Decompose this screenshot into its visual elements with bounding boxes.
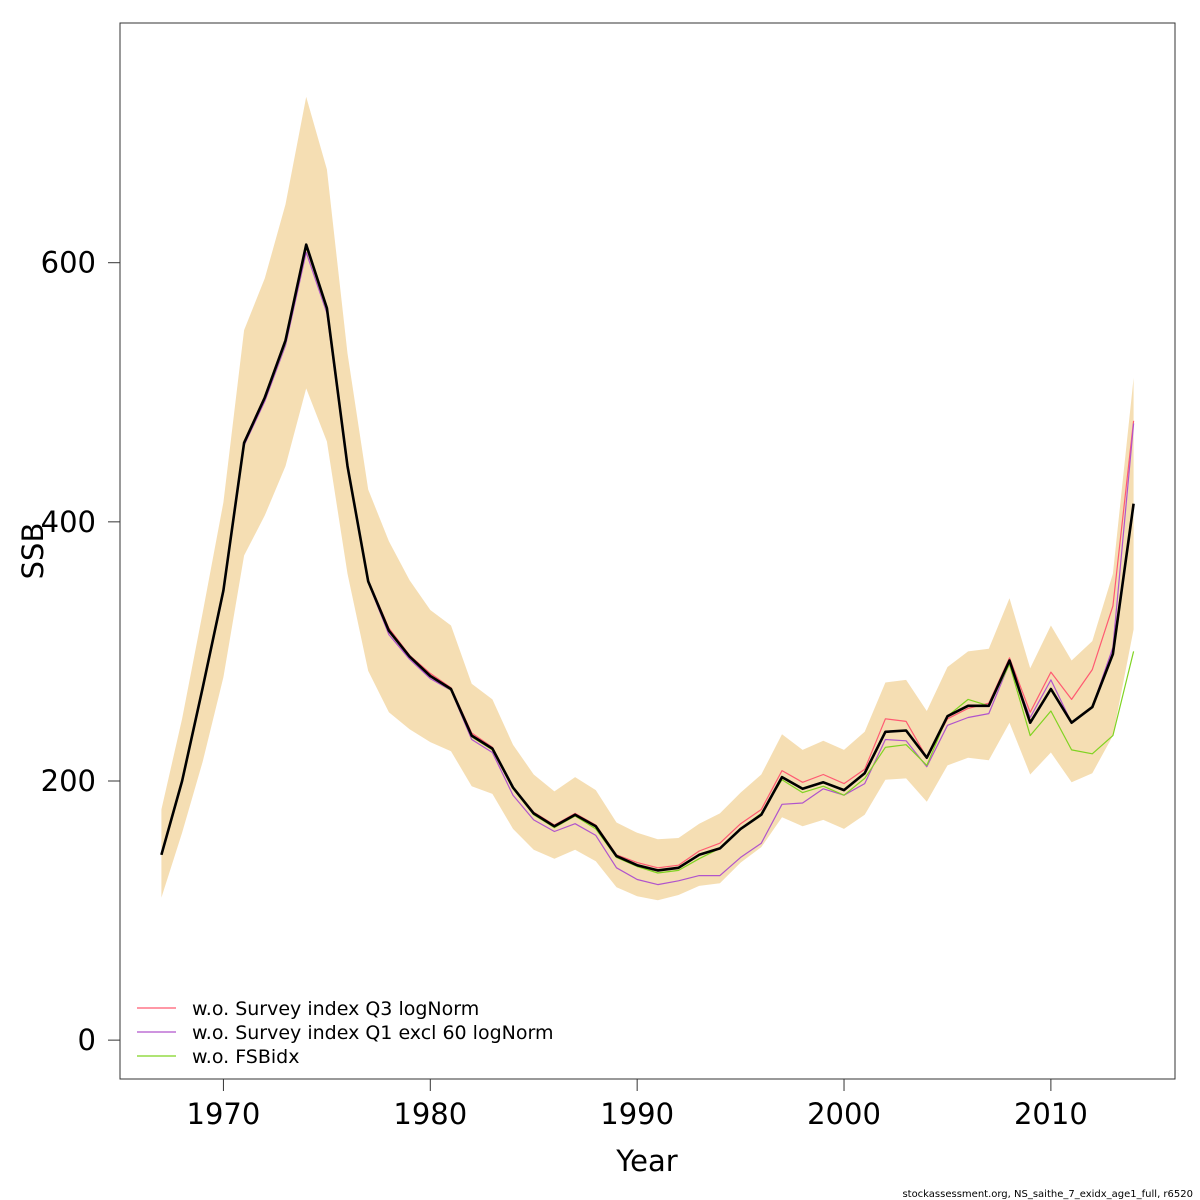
x-tick-label: 1980 xyxy=(393,1097,467,1131)
confidence-band xyxy=(161,96,1134,901)
series-lines xyxy=(160,243,1135,886)
legend-label: w.o. Survey index Q1 excl 60 logNorm xyxy=(192,1022,553,1044)
y-tick-label: 600 xyxy=(41,246,96,280)
series-line-w-o-survey-index-q1-excl-60-lognorm xyxy=(160,251,1135,886)
footer-source-text: stockassessment.org, NS_saithe_7_exidx_a… xyxy=(902,1189,1193,1200)
legend-item: w.o. Survey index Q1 excl 60 logNorm xyxy=(137,1022,553,1044)
x-tick-label: 2000 xyxy=(807,1097,881,1131)
legend-item: w.o. Survey index Q3 logNorm xyxy=(137,998,479,1020)
y-axis: 0 200 400 600 xyxy=(41,246,121,1057)
y-axis-title: SSB xyxy=(16,523,50,580)
x-tick-label: 2010 xyxy=(1014,1097,1088,1131)
series-line-base-run xyxy=(160,243,1135,872)
y-tick-label: 0 xyxy=(78,1023,96,1057)
legend-label: w.o. Survey index Q3 logNorm xyxy=(192,998,479,1020)
y-tick-label: 200 xyxy=(41,764,96,798)
legend-item: w.o. FSBidx xyxy=(137,1046,299,1068)
x-tick-label: 1990 xyxy=(600,1097,674,1131)
x-axis: 1970 1980 1990 2000 2010 xyxy=(187,1078,1088,1131)
x-axis-title: Year xyxy=(615,1144,677,1178)
y-tick-label: 400 xyxy=(41,505,96,539)
legend-label: w.o. FSBidx xyxy=(192,1046,299,1068)
x-tick-label: 1970 xyxy=(187,1097,261,1131)
